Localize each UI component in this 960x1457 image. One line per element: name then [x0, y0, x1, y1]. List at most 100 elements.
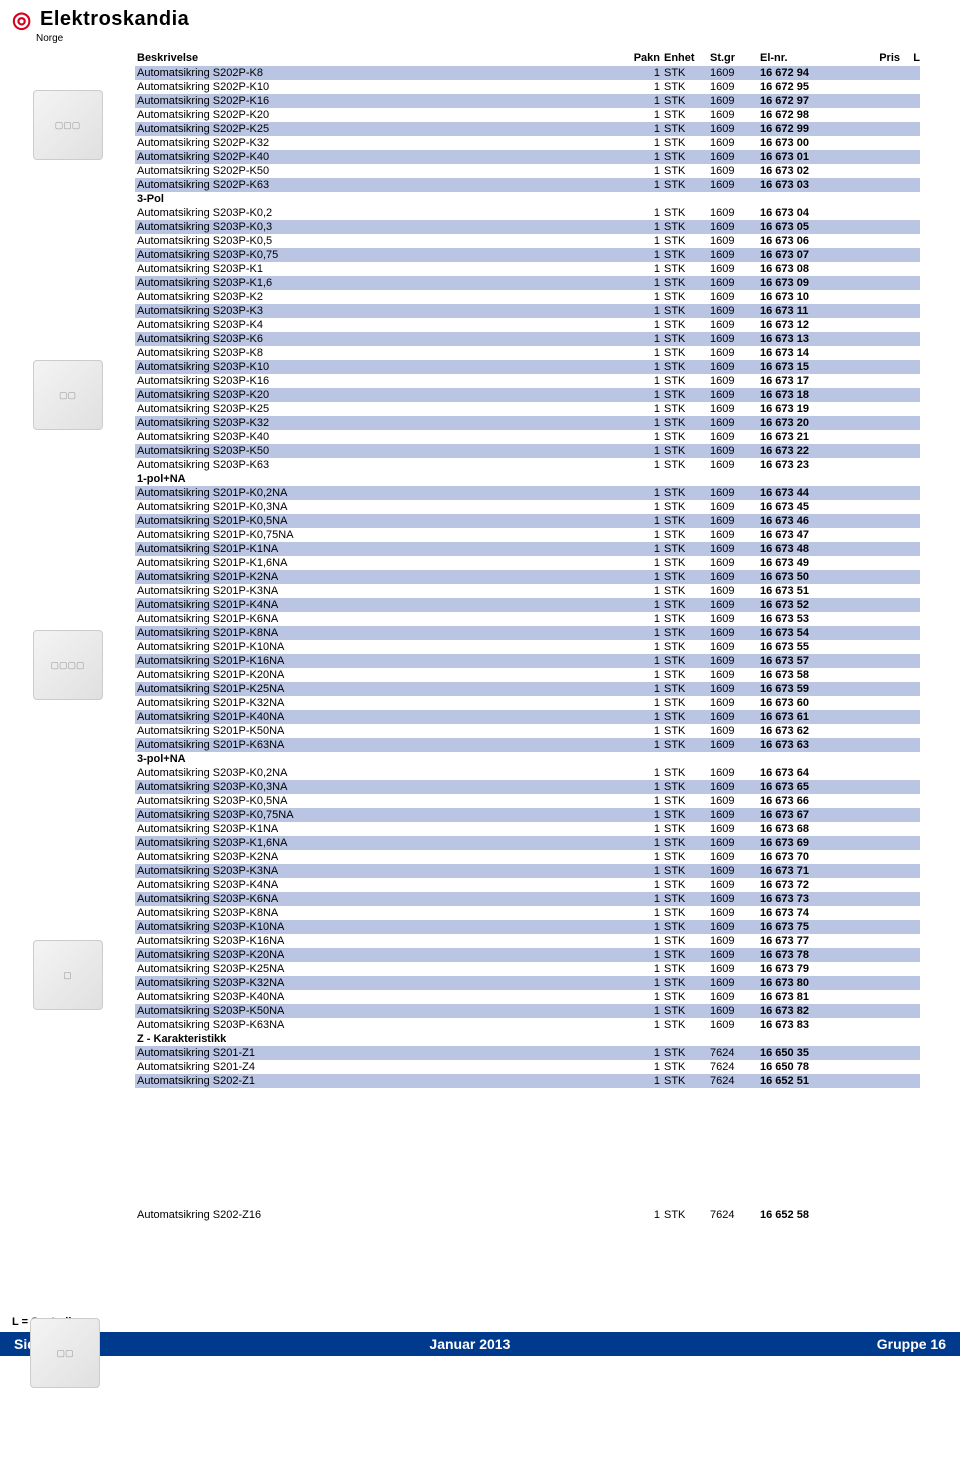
- table-row: Automatsikring S203P-K1,61STK160916 673 …: [135, 276, 920, 290]
- cell-elnr: 16 673 06: [760, 234, 850, 248]
- cell-enhet: STK: [660, 850, 710, 864]
- cell-pakn: 1: [610, 276, 660, 290]
- cell-pakn: 1: [610, 822, 660, 836]
- cell-stgr: 1609: [710, 108, 760, 122]
- cell-stgr: 1609: [710, 206, 760, 220]
- section-label: Z - Karakteristikk: [135, 1032, 920, 1046]
- cell-pakn: 1: [610, 94, 660, 108]
- cell-enhet: STK: [660, 710, 710, 724]
- cell-stgr: 1609: [710, 878, 760, 892]
- table-row: Automatsikring S202P-K201STK160916 672 9…: [135, 108, 920, 122]
- cell-stgr: 1609: [710, 822, 760, 836]
- cell-elnr: 16 673 70: [760, 850, 850, 864]
- footer-bar: Side 18 Januar 2013 Gruppe 16: [0, 1332, 960, 1356]
- cell-enhet: STK: [660, 220, 710, 234]
- cell-stgr: 1609: [710, 220, 760, 234]
- col-header-desc: Beskrivelse: [135, 52, 610, 64]
- table-row: Automatsikring S203P-K21STK160916 673 10: [135, 290, 920, 304]
- cell-enhet: STK: [660, 738, 710, 752]
- cell-pakn: 1: [610, 948, 660, 962]
- cell-stgr: 1609: [710, 710, 760, 724]
- cell-stgr: 1609: [710, 318, 760, 332]
- cell-enhet: STK: [660, 458, 710, 472]
- cell-elnr: 16 673 71: [760, 864, 850, 878]
- cell-elnr: 16 673 17: [760, 374, 850, 388]
- cell-desc: Automatsikring S203P-K40NA: [135, 990, 610, 1004]
- cell-elnr: 16 673 50: [760, 570, 850, 584]
- cell-desc: Automatsikring S201P-K0,3NA: [135, 500, 610, 514]
- cell-elnr: 16 672 98: [760, 108, 850, 122]
- cell-enhet: STK: [660, 514, 710, 528]
- cell-desc: Automatsikring S201P-K1,6NA: [135, 556, 610, 570]
- table-row: Automatsikring S202P-K101STK160916 672 9…: [135, 80, 920, 94]
- cell-stgr: 1609: [710, 388, 760, 402]
- cell-elnr: 16 650 78: [760, 1060, 850, 1074]
- cell-pakn: 1: [610, 304, 660, 318]
- cell-elnr: 16 673 08: [760, 262, 850, 276]
- cell-pakn: 1: [610, 1060, 660, 1074]
- cell-elnr: 16 652 51: [760, 1074, 850, 1088]
- cell-pakn: 1: [610, 878, 660, 892]
- cell-stgr: 1609: [710, 640, 760, 654]
- cell-stgr: 1609: [710, 976, 760, 990]
- cell-enhet: STK: [660, 724, 710, 738]
- cell-desc: Automatsikring S201P-K3NA: [135, 584, 610, 598]
- cell-enhet: STK: [660, 164, 710, 178]
- table-row: Automatsikring S203P-K1,6NA1STK160916 67…: [135, 836, 920, 850]
- cell-elnr: 16 673 23: [760, 458, 850, 472]
- cell-stgr: 1609: [710, 892, 760, 906]
- cell-enhet: STK: [660, 416, 710, 430]
- table-row: Automatsikring S203P-K16NA1STK160916 673…: [135, 934, 920, 948]
- cell-pakn: 1: [610, 150, 660, 164]
- table-row: Automatsikring S203P-K11STK160916 673 08: [135, 262, 920, 276]
- cell-elnr: 16 673 63: [760, 738, 850, 752]
- table-row: Automatsikring S203P-K6NA1STK160916 673 …: [135, 892, 920, 906]
- cell-desc: Automatsikring S202P-K10: [135, 80, 610, 94]
- cell-stgr: 1609: [710, 262, 760, 276]
- cell-pakn: 1: [610, 416, 660, 430]
- cell-pakn: 1: [610, 892, 660, 906]
- table-row: Automatsikring S203P-K81STK160916 673 14: [135, 346, 920, 360]
- cell-elnr: 16 673 03: [760, 178, 850, 192]
- cell-pakn: 1: [610, 332, 660, 346]
- cell-stgr: 1609: [710, 962, 760, 976]
- cell-pakn: 1: [610, 808, 660, 822]
- cell-stgr: 1609: [710, 920, 760, 934]
- brand-country: Norge: [36, 33, 960, 50]
- cell-enhet: STK: [660, 584, 710, 598]
- cell-desc: Automatsikring S202-Z16: [135, 1208, 610, 1222]
- cell-stgr: 1609: [710, 136, 760, 150]
- cell-desc: Automatsikring S202P-K25: [135, 122, 610, 136]
- cell-pakn: 1: [610, 430, 660, 444]
- cell-enhet: STK: [660, 556, 710, 570]
- table-row: Automatsikring S202P-K161STK160916 672 9…: [135, 94, 920, 108]
- cell-elnr: 16 673 02: [760, 164, 850, 178]
- cell-enhet: STK: [660, 822, 710, 836]
- cell-enhet: STK: [660, 948, 710, 962]
- cell-desc: Automatsikring S201P-K10NA: [135, 640, 610, 654]
- product-thumb-2: ▢▢: [33, 360, 103, 430]
- table-row: Automatsikring S203P-K161STK160916 673 1…: [135, 374, 920, 388]
- cell-pakn: 1: [610, 528, 660, 542]
- cell-elnr: 16 673 68: [760, 822, 850, 836]
- table-row: Automatsikring S201-Z41STK762416 650 78: [135, 1060, 920, 1074]
- table-row: Automatsikring S201P-K6NA1STK160916 673 …: [135, 612, 920, 626]
- cell-pakn: 1: [610, 178, 660, 192]
- product-thumb-4: ▢: [33, 940, 103, 1010]
- table-row: Automatsikring S201P-K3NA1STK160916 673 …: [135, 584, 920, 598]
- cell-pakn: 1: [610, 444, 660, 458]
- table-row: Automatsikring S201P-K40NA1STK160916 673…: [135, 710, 920, 724]
- cell-pakn: 1: [610, 920, 660, 934]
- cell-elnr: 16 673 49: [760, 556, 850, 570]
- cell-enhet: STK: [660, 878, 710, 892]
- cell-pakn: 1: [610, 374, 660, 388]
- cell-desc: Automatsikring S203P-K32: [135, 416, 610, 430]
- table-row: Automatsikring S201P-K16NA1STK160916 673…: [135, 654, 920, 668]
- table-row: Automatsikring S203P-K0,31STK160916 673 …: [135, 220, 920, 234]
- cell-desc: Automatsikring S201P-K8NA: [135, 626, 610, 640]
- brand-logo-icon: ◎: [12, 9, 34, 31]
- cell-stgr: 1609: [710, 584, 760, 598]
- table-row: Automatsikring S203P-K61STK160916 673 13: [135, 332, 920, 346]
- cell-stgr: 1609: [710, 458, 760, 472]
- table-row: Automatsikring S201P-K0,5NA1STK160916 67…: [135, 514, 920, 528]
